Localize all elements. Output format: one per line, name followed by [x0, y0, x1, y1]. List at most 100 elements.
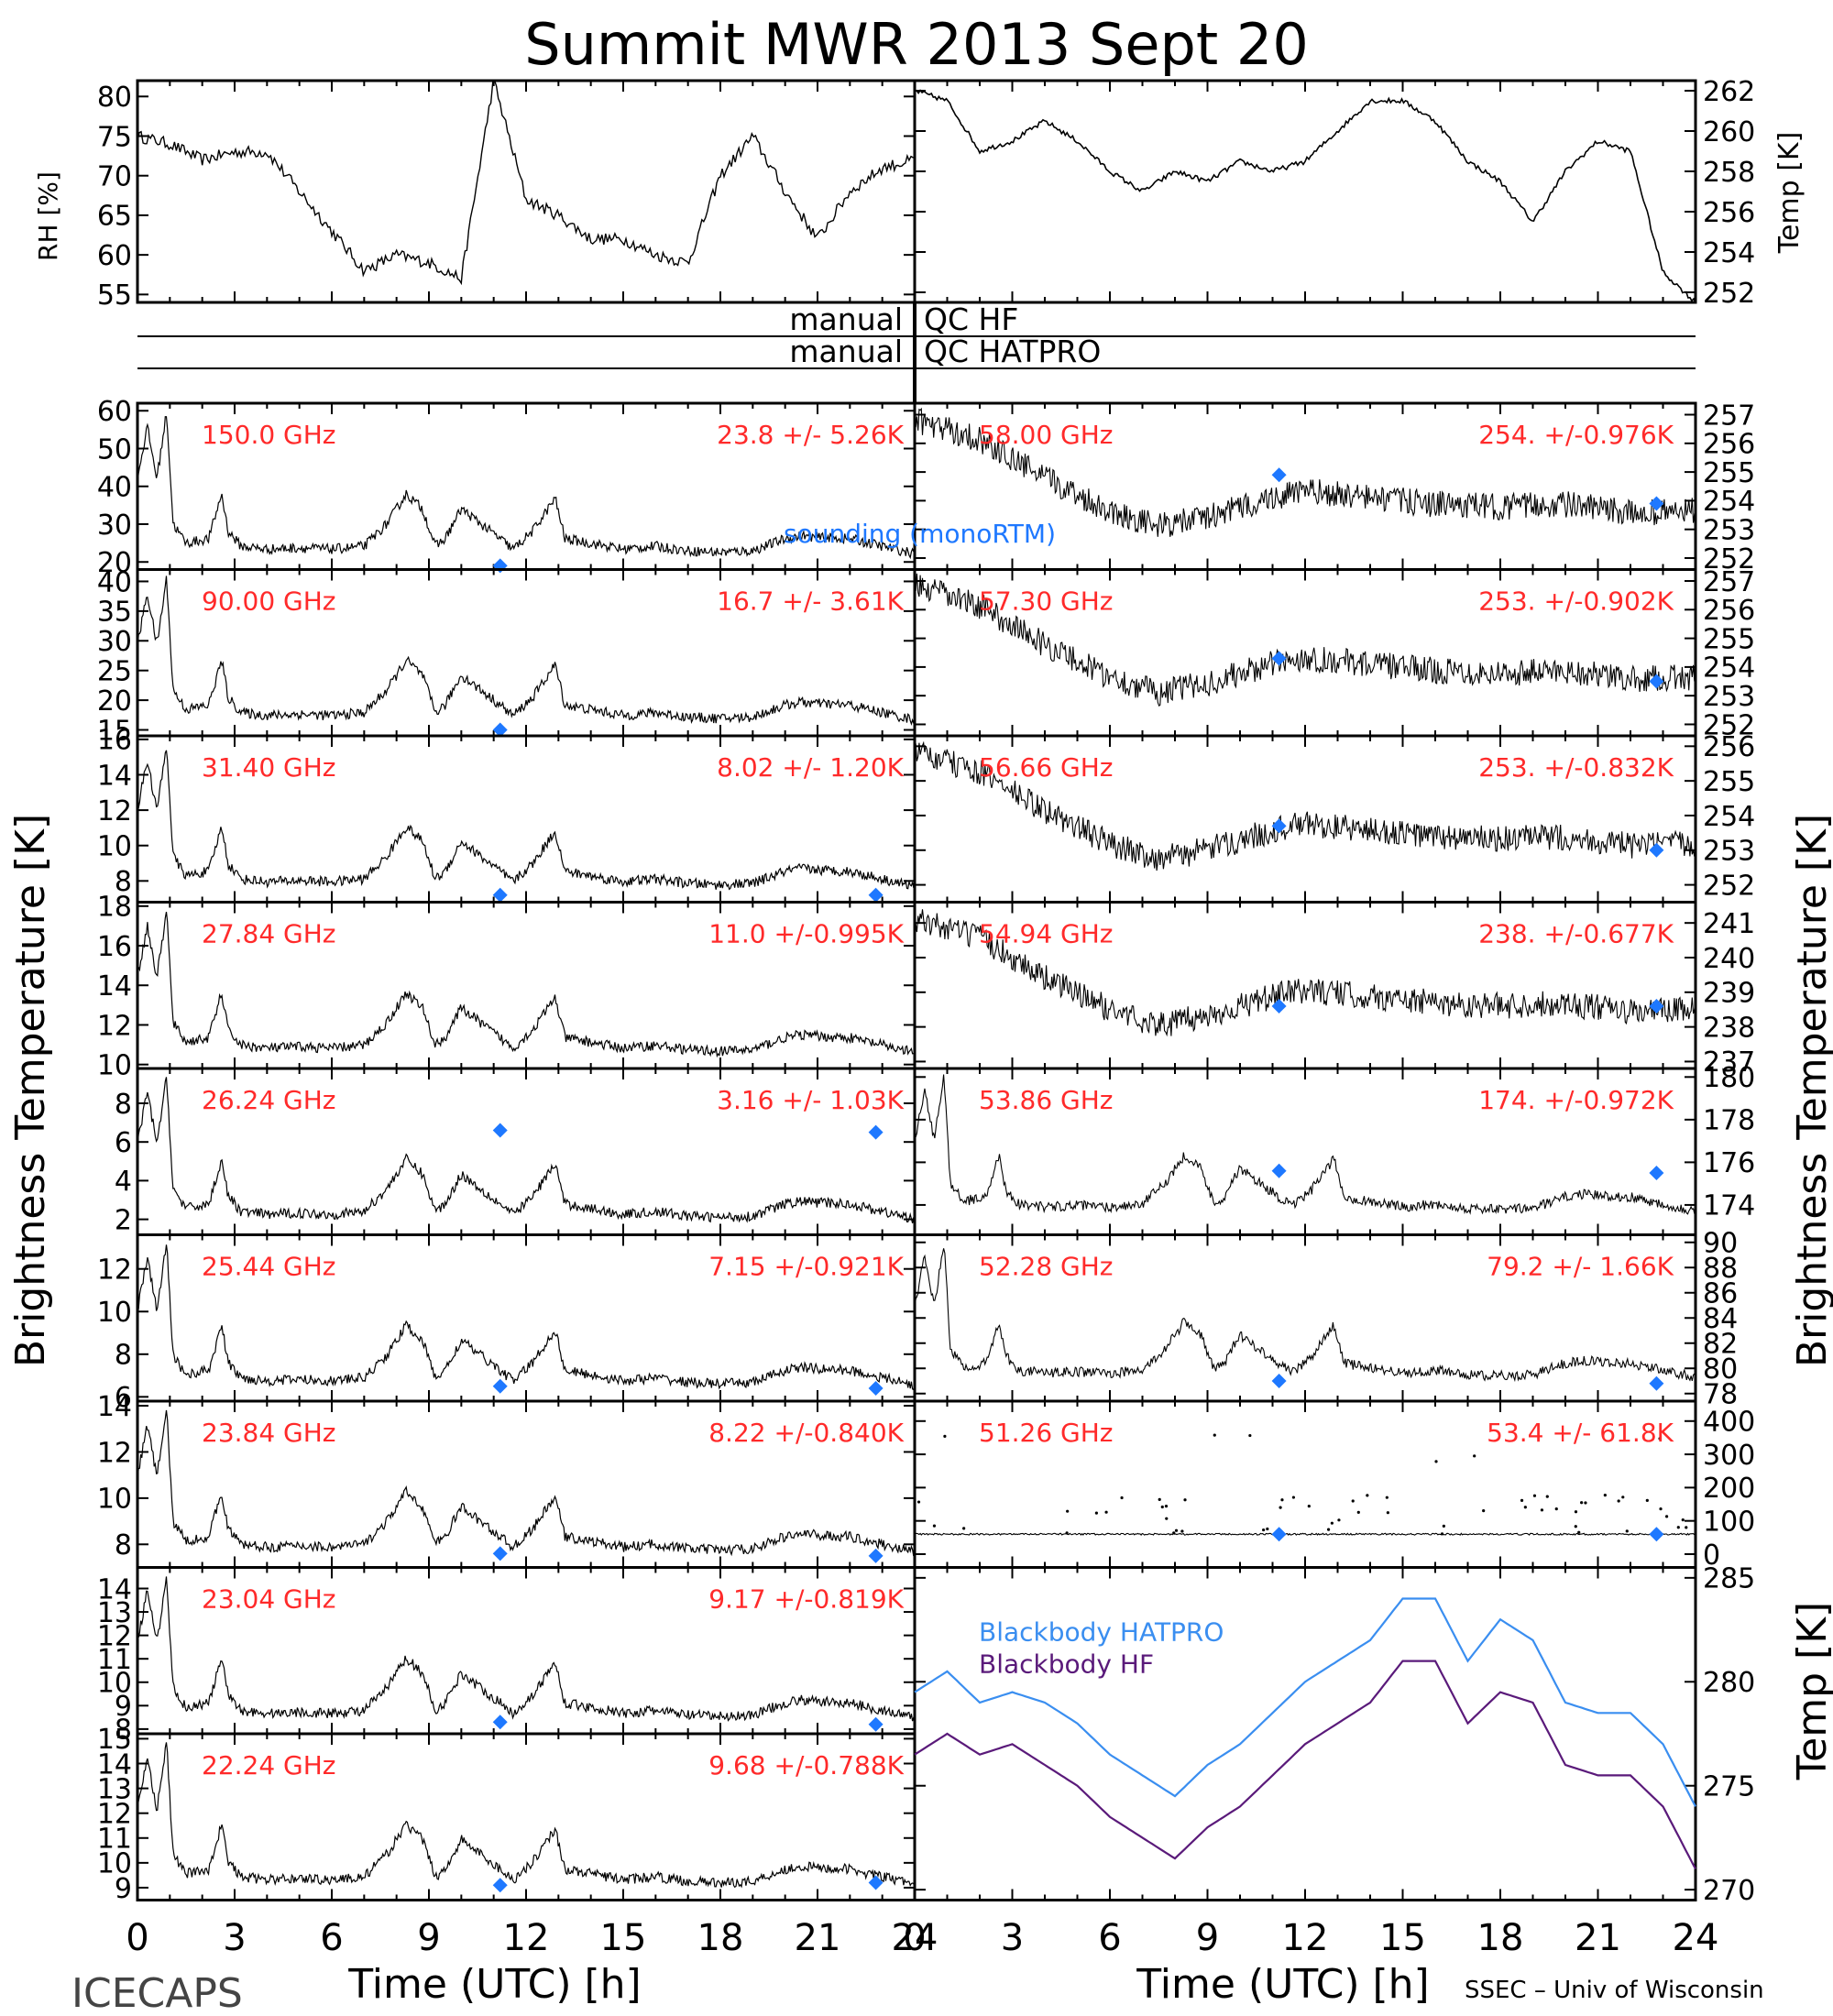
y-tick-label: 252 — [1703, 543, 1755, 575]
y-tick-label: 70 — [97, 161, 132, 193]
bt-spike — [1603, 1494, 1607, 1497]
y-tick-label: 254 — [1703, 237, 1755, 269]
time-tick-label: 18 — [697, 1917, 744, 1959]
bt-spike — [1094, 1511, 1098, 1515]
bt-series — [914, 1248, 1696, 1383]
bt-spike — [1262, 1528, 1266, 1532]
y-tick-label: 6 — [115, 1127, 132, 1159]
temp-axis-label-top: Temp [K] — [1773, 132, 1806, 255]
y-tick-label: 8 — [115, 1089, 132, 1121]
bt-spike — [1520, 1498, 1524, 1502]
bt-spike — [1473, 1454, 1476, 1458]
bt-freq-label: 56.66 GHz — [979, 752, 1114, 783]
time-tick-label: 9 — [1196, 1917, 1219, 1959]
y-tick-label: 253 — [1703, 836, 1755, 868]
bt-spike — [1580, 1501, 1584, 1505]
sounding-marker — [868, 1875, 884, 1890]
y-tick-label: 252 — [1703, 709, 1755, 741]
y-tick-label: 255 — [1703, 623, 1755, 655]
y-tick-label: 200 — [1703, 1473, 1755, 1505]
y-tick-label: 12 — [97, 1437, 132, 1469]
bt-spike — [1625, 1529, 1629, 1533]
bt-stat-label: 253. +/-0.832K — [1478, 752, 1674, 783]
bt-spike — [1266, 1527, 1269, 1531]
y-tick-label: 280 — [1703, 1667, 1755, 1699]
y-tick-label: 237 — [1703, 1046, 1755, 1079]
y-tick-label: 178 — [1703, 1105, 1755, 1137]
bt-spike — [1545, 1495, 1549, 1498]
bt-series — [137, 1576, 916, 1722]
y-tick-label: 255 — [1703, 766, 1755, 798]
bt-spike — [1172, 1531, 1176, 1535]
y-tick-label: 260 — [1703, 116, 1755, 148]
bt-spike — [1213, 1433, 1216, 1437]
temp-axes — [913, 79, 1697, 304]
bt-freq-label: 150.0 GHz — [202, 420, 336, 450]
sounding-marker — [1271, 998, 1287, 1013]
y-tick-label: 18 — [97, 892, 132, 924]
bt-spike — [1621, 1496, 1625, 1499]
bt-panel-left: 2 4 6 8 26.24 GHz 3.16 +/- 1.03K — [115, 1067, 916, 1236]
y-tick-label: 255 — [1703, 457, 1755, 489]
bt-stat-label: 53.4 +/- 61.8K — [1487, 1418, 1674, 1448]
sounding-marker — [868, 1124, 884, 1140]
time-tick-label: 6 — [320, 1917, 343, 1959]
sounding-marker — [1649, 1166, 1664, 1181]
bt-series — [137, 1244, 916, 1391]
y-tick-label: 8 — [115, 1340, 132, 1372]
bt-series — [137, 1409, 916, 1557]
y-tick-label: 10 — [97, 1484, 132, 1516]
y-tick-label: 10 — [97, 1049, 132, 1081]
bt-series — [914, 740, 1696, 871]
time-tick-label: 0 — [903, 1917, 926, 1959]
y-tick-label: 60 — [97, 240, 132, 272]
sounding-marker — [1649, 842, 1664, 858]
y-tick-label: 10 — [97, 1668, 132, 1700]
y-tick-label: 30 — [97, 626, 132, 658]
bt-freq-label: 53.86 GHz — [979, 1085, 1114, 1115]
time-tick-label: 3 — [1001, 1917, 1024, 1959]
y-tick-label: 15 — [97, 715, 132, 747]
bt-stat-label: 238. +/-0.677K — [1478, 919, 1674, 949]
sounding-marker — [492, 1715, 508, 1730]
sounding-marker — [868, 1548, 884, 1563]
y-tick-label: 13 — [97, 1773, 132, 1805]
y-tick-label: 238 — [1703, 1012, 1755, 1044]
y-tick-label: 16 — [97, 931, 132, 963]
y-tick-label: 55 — [97, 279, 132, 312]
bt-spike — [1617, 1499, 1620, 1503]
y-tick-label: 258 — [1703, 157, 1755, 189]
bt-spike — [1066, 1509, 1070, 1513]
bt-spike — [1291, 1496, 1295, 1499]
time-tick-label: 15 — [1379, 1917, 1426, 1959]
bt-freq-label: 25.44 GHz — [202, 1252, 336, 1282]
y-tick-label: 13 — [97, 1597, 132, 1629]
bt-freq-label: 54.94 GHz — [979, 919, 1114, 949]
sounding-marker — [868, 887, 884, 903]
bt-spike — [1183, 1498, 1187, 1502]
y-tick-label: 78 — [1703, 1379, 1738, 1411]
time-tick-label: 18 — [1477, 1917, 1524, 1959]
bt-spike — [1065, 1531, 1069, 1535]
y-tick-label: 20 — [97, 685, 132, 718]
bt-series — [137, 1077, 916, 1224]
sounding-marker — [1271, 1527, 1287, 1542]
y-tick-label: 253 — [1703, 514, 1755, 546]
bt-spike — [1681, 1518, 1685, 1522]
time-tick-label: 6 — [1098, 1917, 1121, 1959]
y-tick-label: 84 — [1703, 1303, 1738, 1335]
sounding-label: sounding (monoRTM) — [784, 519, 1056, 549]
sounding-marker — [492, 1123, 508, 1138]
bt-spike — [1337, 1518, 1341, 1522]
y-tick-label: 257 — [1703, 566, 1755, 598]
y-tick-label: 300 — [1703, 1440, 1755, 1472]
y-tick-label: 25 — [97, 655, 132, 687]
bt-panel-left: 6 8 10 12 25.44 GHz 7.15 +/-0.921K — [97, 1233, 916, 1414]
bt-spike — [1574, 1510, 1578, 1514]
